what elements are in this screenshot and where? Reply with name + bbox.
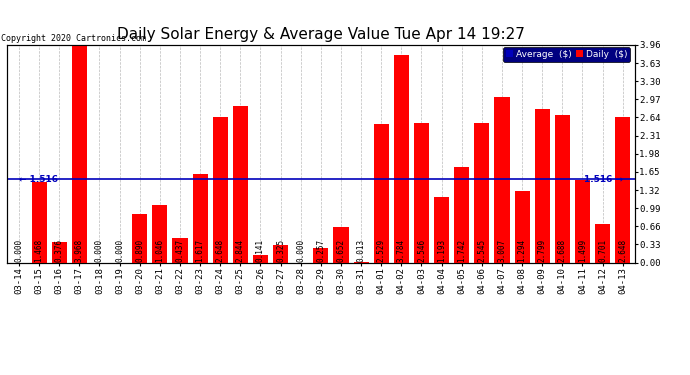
Bar bbox=[72, 45, 87, 262]
Text: 0.437: 0.437 bbox=[175, 239, 184, 262]
Text: 0.325: 0.325 bbox=[276, 239, 285, 262]
Text: 0.000: 0.000 bbox=[115, 239, 124, 262]
Title: Daily Solar Energy & Average Value Tue Apr 14 19:27: Daily Solar Energy & Average Value Tue A… bbox=[117, 27, 525, 42]
Bar bbox=[414, 123, 429, 262]
Bar bbox=[132, 214, 147, 262]
Bar bbox=[193, 174, 208, 262]
Bar bbox=[474, 123, 489, 262]
Bar bbox=[515, 191, 530, 262]
Text: 0.000: 0.000 bbox=[14, 239, 23, 262]
Text: 0.376: 0.376 bbox=[55, 239, 63, 262]
Bar bbox=[374, 124, 388, 262]
Text: 1.742: 1.742 bbox=[457, 239, 466, 262]
Bar bbox=[615, 117, 630, 262]
Text: 1.516 →: 1.516 → bbox=[584, 175, 623, 184]
Text: 1.294: 1.294 bbox=[518, 239, 526, 262]
Text: 0.013: 0.013 bbox=[357, 239, 366, 262]
Text: 2.799: 2.799 bbox=[538, 239, 546, 262]
Bar bbox=[313, 248, 328, 262]
Text: 3.968: 3.968 bbox=[75, 239, 84, 262]
Text: 3.784: 3.784 bbox=[397, 239, 406, 262]
Text: 0.141: 0.141 bbox=[256, 239, 265, 262]
Bar bbox=[213, 117, 228, 262]
Text: 0.000: 0.000 bbox=[95, 239, 104, 262]
Bar bbox=[535, 109, 550, 262]
Bar bbox=[495, 98, 509, 262]
Text: 3.007: 3.007 bbox=[497, 239, 506, 262]
Text: 2.844: 2.844 bbox=[236, 239, 245, 262]
Text: 2.648: 2.648 bbox=[618, 239, 627, 262]
Text: 0.257: 0.257 bbox=[316, 239, 326, 262]
Bar bbox=[273, 244, 288, 262]
Text: 2.648: 2.648 bbox=[216, 239, 225, 262]
Text: 1.468: 1.468 bbox=[34, 239, 43, 262]
Text: ← 1.516: ← 1.516 bbox=[19, 175, 58, 184]
Bar bbox=[32, 182, 47, 262]
Text: 1.499: 1.499 bbox=[578, 239, 587, 262]
Bar bbox=[454, 167, 469, 262]
Bar bbox=[233, 106, 248, 262]
Text: 2.545: 2.545 bbox=[477, 239, 486, 262]
Text: Copyright 2020 Cartronics.com: Copyright 2020 Cartronics.com bbox=[1, 34, 146, 43]
Text: 1.617: 1.617 bbox=[195, 239, 205, 262]
Bar bbox=[52, 242, 67, 262]
Text: 2.546: 2.546 bbox=[417, 239, 426, 262]
Bar bbox=[333, 227, 348, 262]
Bar bbox=[152, 205, 168, 262]
Text: 1.046: 1.046 bbox=[155, 239, 164, 262]
Bar bbox=[394, 55, 409, 262]
Text: 0.890: 0.890 bbox=[135, 239, 144, 262]
Text: 0.701: 0.701 bbox=[598, 239, 607, 262]
Text: 1.193: 1.193 bbox=[437, 239, 446, 262]
Bar bbox=[172, 238, 188, 262]
Bar bbox=[434, 197, 449, 262]
Bar bbox=[253, 255, 268, 262]
Bar bbox=[555, 115, 570, 262]
Text: 0.000: 0.000 bbox=[296, 239, 305, 262]
Legend: Average  ($), Daily  ($): Average ($), Daily ($) bbox=[503, 47, 630, 62]
Bar bbox=[595, 224, 610, 262]
Text: 2.688: 2.688 bbox=[558, 239, 567, 262]
Bar bbox=[575, 180, 590, 262]
Text: 0.652: 0.652 bbox=[337, 239, 346, 262]
Text: 2.529: 2.529 bbox=[377, 239, 386, 262]
